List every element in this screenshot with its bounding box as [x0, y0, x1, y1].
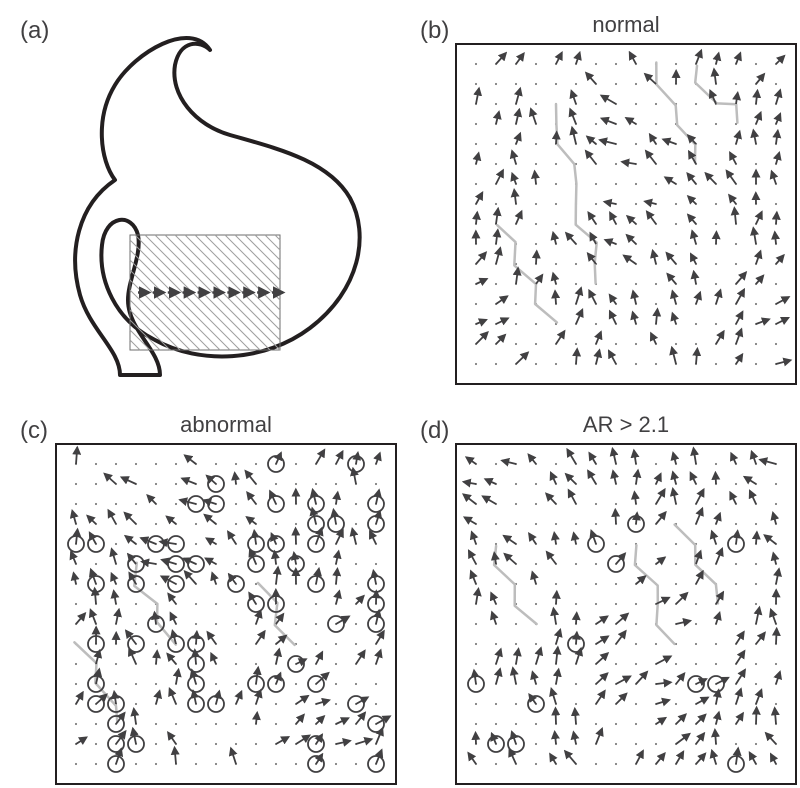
- panel-label: (d): [420, 417, 449, 444]
- panel-label: (b): [420, 17, 449, 44]
- stomach-diagram: [75, 38, 359, 375]
- panel-label: (a): [20, 17, 49, 44]
- figure: (a) (b) normal (c) abnormal (d) AR > 2.1: [0, 0, 800, 788]
- panel-title: normal: [592, 12, 659, 37]
- arrows: [476, 50, 791, 364]
- anomaly-circles: [468, 516, 744, 772]
- vector-panel-d: [456, 444, 796, 784]
- vector-panel-b: [456, 44, 796, 384]
- grid-dots: [475, 463, 777, 765]
- panel-title: abnormal: [180, 412, 272, 437]
- panel-title: AR > 2.1: [583, 412, 669, 437]
- panel-label: (c): [20, 417, 48, 444]
- wavefronts: [494, 525, 718, 644]
- vector-panel-c: [56, 444, 396, 784]
- arrows: [463, 448, 780, 764]
- stomach-outline: [75, 38, 359, 375]
- wavefronts: [497, 63, 737, 323]
